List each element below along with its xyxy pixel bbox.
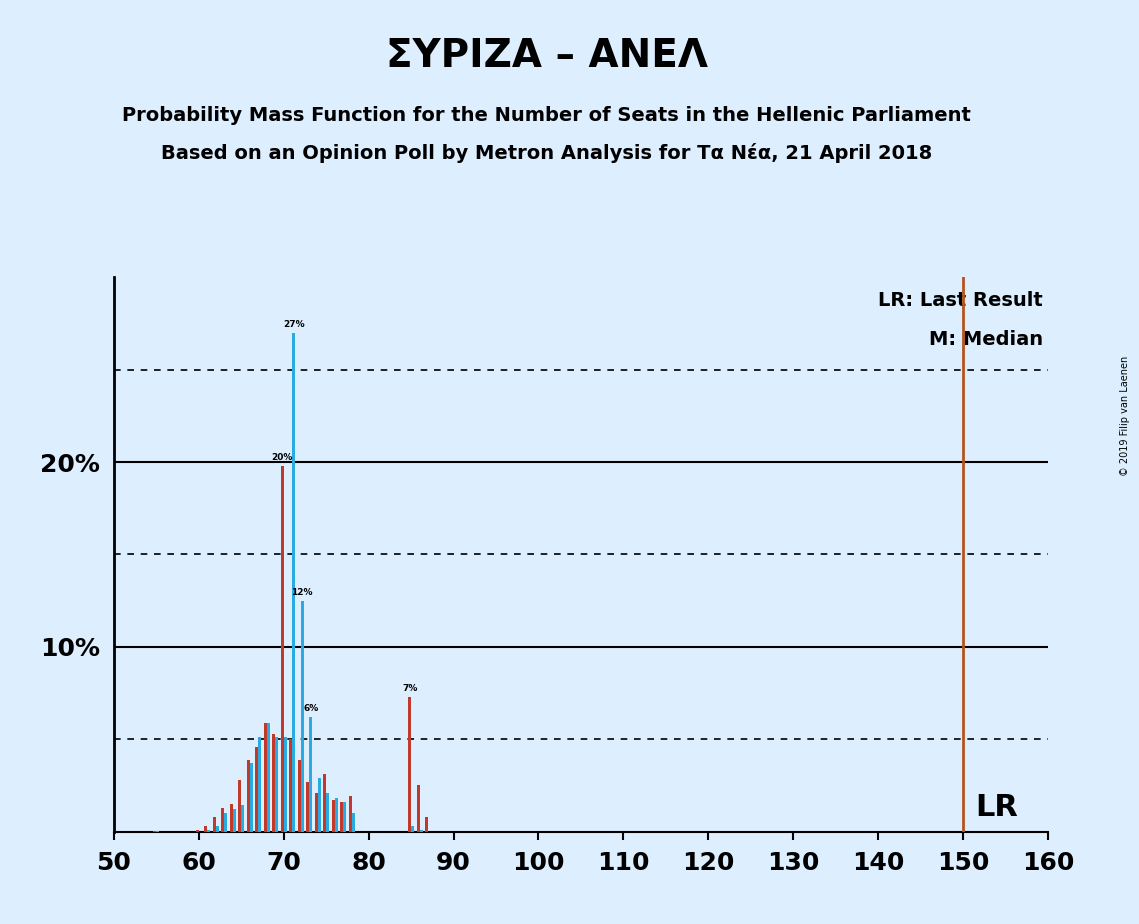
- Text: © 2019 Filip van Laenen: © 2019 Filip van Laenen: [1120, 356, 1130, 476]
- Text: LR: Last Result: LR: Last Result: [878, 291, 1043, 310]
- Bar: [408, 697, 411, 832]
- Text: ΣΥΡΙΖΑ – ΑΝΕΛ: ΣΥΡΙΖΑ – ΑΝΕΛ: [386, 37, 707, 75]
- Bar: [224, 813, 228, 832]
- Bar: [213, 817, 215, 832]
- Bar: [221, 808, 224, 832]
- Bar: [267, 723, 270, 832]
- Text: 6%: 6%: [303, 704, 318, 713]
- Bar: [264, 723, 267, 832]
- Bar: [284, 737, 287, 832]
- Bar: [314, 793, 318, 832]
- Bar: [341, 802, 343, 832]
- Bar: [230, 804, 232, 832]
- Text: 12%: 12%: [292, 588, 313, 597]
- Bar: [425, 817, 428, 832]
- Bar: [156, 831, 159, 832]
- Text: LR: LR: [976, 794, 1018, 822]
- Bar: [297, 760, 301, 832]
- Text: 7%: 7%: [402, 684, 417, 693]
- Bar: [255, 747, 259, 832]
- Bar: [411, 826, 415, 832]
- Bar: [306, 782, 309, 832]
- Bar: [276, 737, 278, 832]
- Bar: [419, 830, 423, 832]
- Text: 27%: 27%: [282, 320, 304, 329]
- Text: Based on an Opinion Poll by Metron Analysis for Τα Νέα, 21 April 2018: Based on an Opinion Poll by Metron Analy…: [161, 143, 933, 164]
- Bar: [232, 809, 236, 832]
- Bar: [238, 780, 241, 832]
- Bar: [326, 793, 329, 832]
- Bar: [289, 739, 293, 832]
- Text: M: Median: M: Median: [929, 330, 1043, 349]
- Bar: [207, 830, 211, 832]
- Bar: [280, 466, 284, 832]
- Bar: [343, 802, 346, 832]
- Bar: [249, 763, 253, 832]
- Bar: [196, 830, 199, 832]
- Text: Probability Mass Function for the Number of Seats in the Hellenic Parliament: Probability Mass Function for the Number…: [122, 106, 972, 126]
- Bar: [417, 785, 419, 832]
- Bar: [272, 734, 276, 832]
- Bar: [301, 601, 304, 832]
- Bar: [323, 774, 326, 832]
- Bar: [331, 800, 335, 832]
- Bar: [293, 333, 295, 832]
- Bar: [335, 798, 337, 832]
- Bar: [309, 717, 312, 832]
- Text: 20%: 20%: [271, 453, 293, 462]
- Bar: [204, 826, 207, 832]
- Bar: [247, 760, 249, 832]
- Bar: [349, 796, 352, 832]
- Bar: [259, 737, 261, 832]
- Bar: [352, 813, 354, 832]
- Bar: [318, 778, 321, 832]
- Bar: [215, 826, 219, 832]
- Bar: [154, 831, 156, 832]
- Bar: [241, 805, 244, 832]
